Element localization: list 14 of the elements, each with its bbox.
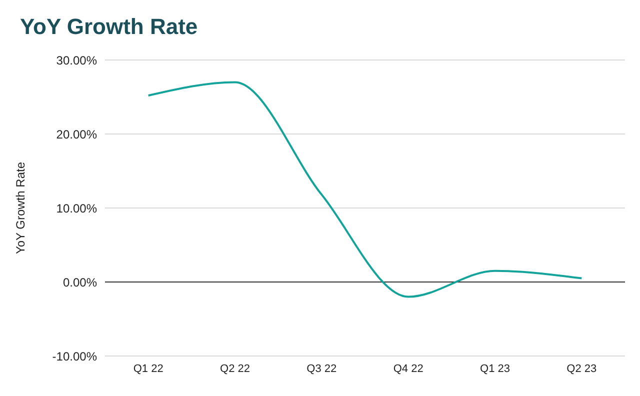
chart-title: YoY Growth Rate: [20, 14, 198, 40]
y-tick-label: -10.00%: [52, 349, 98, 364]
x-tick-label: Q3 22: [306, 362, 337, 375]
x-tick-label: Q2 23: [566, 362, 597, 375]
line-series: [147, 81, 583, 298]
x-tick-label: Q1 22: [133, 362, 164, 375]
x-tick-label: Q2 22: [220, 362, 250, 375]
y-axis-title: YoY Growth Rate: [13, 162, 28, 254]
y-tick-label: 20.00%: [56, 127, 98, 142]
y-tick-label: 0.00%: [62, 275, 98, 290]
y-tick-label: 30.00%: [56, 53, 98, 68]
x-tick-label: Q1 23: [480, 362, 510, 375]
x-tick-label: Q4 22: [393, 362, 424, 375]
y-tick-label: 10.00%: [56, 201, 98, 216]
